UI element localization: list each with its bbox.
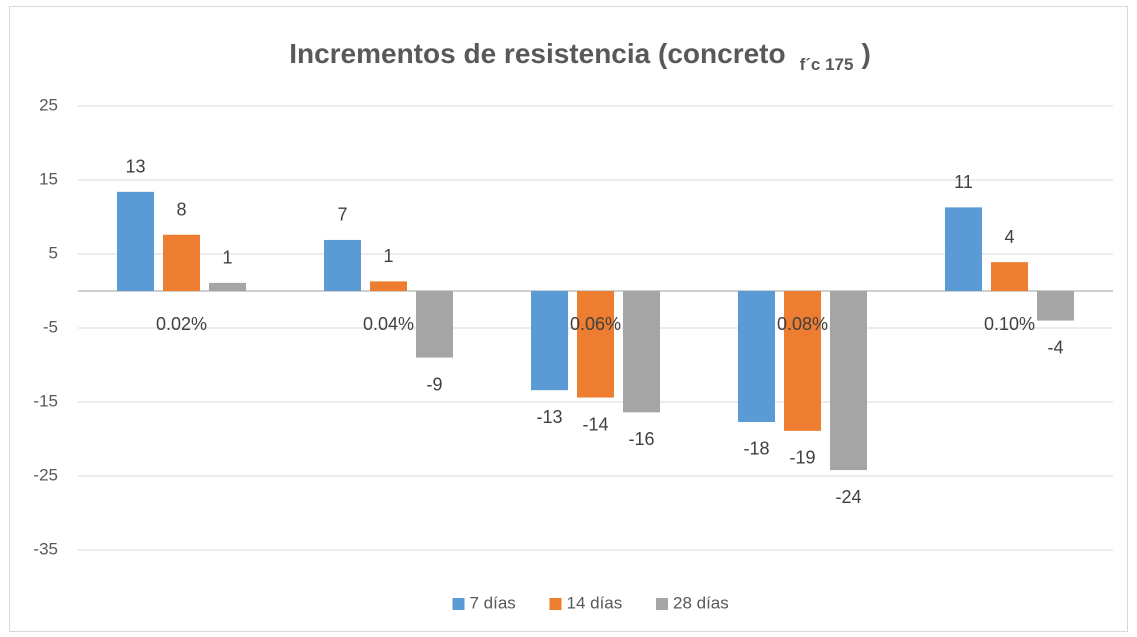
bar xyxy=(117,191,154,291)
data-label: 7 xyxy=(337,205,347,225)
bar xyxy=(163,234,200,291)
chart-title: Incrementos de resistencia (concreto f´c … xyxy=(289,38,871,74)
y-tick-label: -5 xyxy=(43,317,58,336)
data-label: -14 xyxy=(582,414,608,434)
bar xyxy=(370,281,407,291)
x-tick-label: 0.06% xyxy=(570,314,621,334)
bar xyxy=(416,291,453,358)
bar xyxy=(991,262,1028,291)
data-label: -9 xyxy=(426,374,442,394)
data-label: 13 xyxy=(125,157,145,177)
y-tick-label: -25 xyxy=(33,465,58,484)
y-tick-label: 15 xyxy=(39,169,58,188)
x-tick-label: 0.04% xyxy=(363,314,414,334)
x-tick-label: 0.10% xyxy=(984,314,1035,334)
bar xyxy=(945,207,982,291)
title-subscript: f´c 175 xyxy=(800,55,854,74)
title-main: Incrementos de resistencia (concreto xyxy=(289,38,785,69)
data-label: 8 xyxy=(176,200,186,220)
legend-label: 14 días xyxy=(567,593,623,612)
y-tick-label: 5 xyxy=(49,243,58,262)
bar xyxy=(623,291,660,413)
data-label: -19 xyxy=(789,448,815,468)
x-tick-label: 0.02% xyxy=(156,314,207,334)
bar xyxy=(830,291,867,471)
data-label: 11 xyxy=(954,172,973,192)
x-tick-label: 0.08% xyxy=(777,314,828,334)
data-label: -16 xyxy=(628,429,654,449)
legend-swatch xyxy=(549,598,562,610)
y-tick-label: -35 xyxy=(33,539,58,558)
bar xyxy=(209,282,246,291)
y-tick-label: 25 xyxy=(39,95,58,114)
y-tick-label: -15 xyxy=(33,391,58,410)
bar xyxy=(738,291,775,422)
bar xyxy=(324,239,361,291)
legend-label: 7 días xyxy=(470,593,516,612)
title-end: ) xyxy=(861,38,870,69)
chart-frame xyxy=(9,6,1128,632)
data-label: -24 xyxy=(835,487,861,507)
bar xyxy=(531,291,568,391)
legend-swatch xyxy=(452,598,465,610)
data-label: -18 xyxy=(743,439,769,459)
bar xyxy=(784,291,821,431)
bar xyxy=(1037,291,1074,321)
bar xyxy=(577,291,614,398)
data-label: 1 xyxy=(222,248,232,268)
data-label: -4 xyxy=(1047,337,1063,357)
data-label: 1 xyxy=(383,246,393,266)
legend-swatch xyxy=(656,598,668,610)
data-label: 4 xyxy=(1004,227,1014,247)
legend-label: 28 días xyxy=(673,593,729,612)
data-label: -13 xyxy=(536,407,562,427)
